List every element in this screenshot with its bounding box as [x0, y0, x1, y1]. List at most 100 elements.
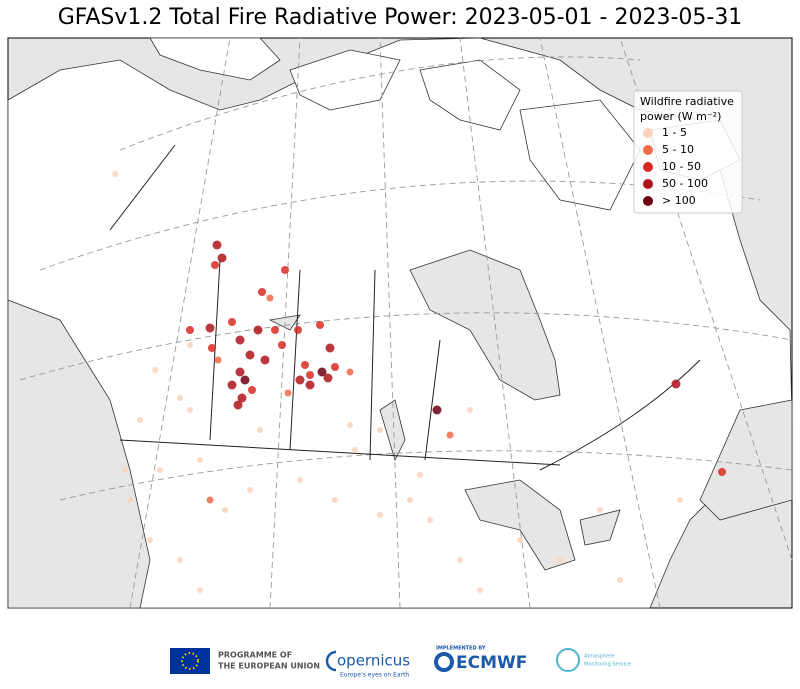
legend-marker [643, 196, 653, 206]
legend-marker [643, 145, 653, 155]
cams-icon [556, 648, 580, 672]
fire-points [112, 171, 726, 593]
fire-point [235, 335, 245, 345]
fire-point [281, 266, 289, 274]
fire-point [147, 537, 153, 543]
fire-point [305, 380, 315, 390]
fire-point [253, 325, 263, 335]
fire-point [427, 517, 433, 523]
fire-point [205, 323, 215, 333]
legend-marker [643, 179, 653, 189]
cams-text: Atmosphere [584, 654, 614, 660]
eu-stars [181, 652, 199, 670]
fire-point [222, 507, 228, 513]
fire-point [233, 400, 243, 410]
fire-point [417, 472, 423, 478]
fire-point [217, 253, 227, 263]
fire-point [197, 457, 203, 463]
legend-marker [643, 128, 653, 138]
fire-point [306, 371, 314, 379]
fire-point [446, 431, 454, 439]
legend-title: power (W m⁻²) [640, 110, 721, 123]
fire-point [257, 427, 263, 433]
fire-point [294, 326, 302, 334]
fire-point [248, 386, 256, 394]
fire-point [325, 343, 335, 353]
fire-point [258, 288, 266, 296]
fire-point [407, 497, 413, 503]
fire-point [332, 497, 338, 503]
fire-point [228, 318, 236, 326]
fire-point [260, 355, 270, 365]
copernicus-name: opernicus [337, 652, 410, 670]
fire-point [212, 240, 222, 250]
fire-point [557, 557, 563, 563]
fire-point [316, 321, 324, 329]
ecmwf-name: ECMWF [456, 653, 527, 673]
graticule [19, 37, 793, 609]
fire-point [352, 447, 358, 453]
fire-point [187, 407, 193, 413]
fire-point [211, 261, 219, 269]
fire-point [245, 350, 255, 360]
fire-point [157, 467, 163, 473]
fire-point [317, 367, 327, 377]
fire-point [597, 507, 603, 513]
legend: Wildfire radiative power (W m⁻²) 1 - 5 5 … [633, 90, 743, 214]
fire-point [377, 512, 383, 518]
fire-point [137, 417, 143, 423]
fire-point [127, 497, 133, 503]
legend-label: 1 - 5 [662, 126, 687, 139]
fire-point [677, 497, 683, 503]
legend-box [633, 90, 743, 214]
fire-point [517, 537, 523, 543]
legend-label: 10 - 50 [662, 160, 701, 173]
fire-point [271, 326, 279, 334]
fire-point [297, 477, 303, 483]
fire-point [284, 389, 292, 397]
fire-point [187, 342, 193, 348]
legend-title: Wildfire radiative [640, 95, 734, 108]
title: GFASv1.2 Total Fire Radiative Power: 202… [58, 5, 743, 30]
fire-point [467, 407, 473, 413]
fire-point [377, 427, 383, 433]
fire-point [177, 557, 183, 563]
fire-point [235, 367, 245, 377]
fire-point [347, 422, 353, 428]
fire-point [177, 395, 183, 401]
legend-label: 5 - 10 [662, 143, 694, 156]
fire-point [477, 587, 483, 593]
eu-flag [170, 648, 210, 674]
fire-point [122, 467, 128, 473]
fire-point [208, 344, 216, 352]
fire-point [323, 373, 333, 383]
ecmwf-icon [434, 652, 454, 672]
fire-point [457, 557, 463, 563]
fire-point [432, 405, 442, 415]
fire-point [301, 361, 309, 369]
fire-point [266, 294, 274, 302]
implemented-by: IMPLEMENTED BY [436, 646, 486, 652]
eu-text: PROGRAMME OF [218, 651, 292, 660]
fire-point [295, 375, 305, 385]
legend-label: 50 - 100 [662, 177, 708, 190]
fire-point [346, 368, 354, 376]
footer: PROGRAMME OF THE EUROPEAN UNION opernicu… [170, 646, 631, 679]
copernicus-c [325, 650, 337, 672]
fire-point [237, 393, 247, 403]
fire-point [278, 341, 286, 349]
fire-point [197, 587, 203, 593]
copernicus-tagline: Europe's eyes on Earth [340, 672, 409, 679]
fire-point [331, 363, 339, 371]
fire-point [214, 356, 222, 364]
fire-point [718, 468, 726, 476]
fire-point [152, 367, 158, 373]
eu-text: THE EUROPEAN UNION [218, 662, 320, 671]
fire-point [240, 375, 250, 385]
legend-label: > 100 [662, 194, 696, 207]
fire-point [617, 577, 623, 583]
fire-point [206, 496, 214, 504]
